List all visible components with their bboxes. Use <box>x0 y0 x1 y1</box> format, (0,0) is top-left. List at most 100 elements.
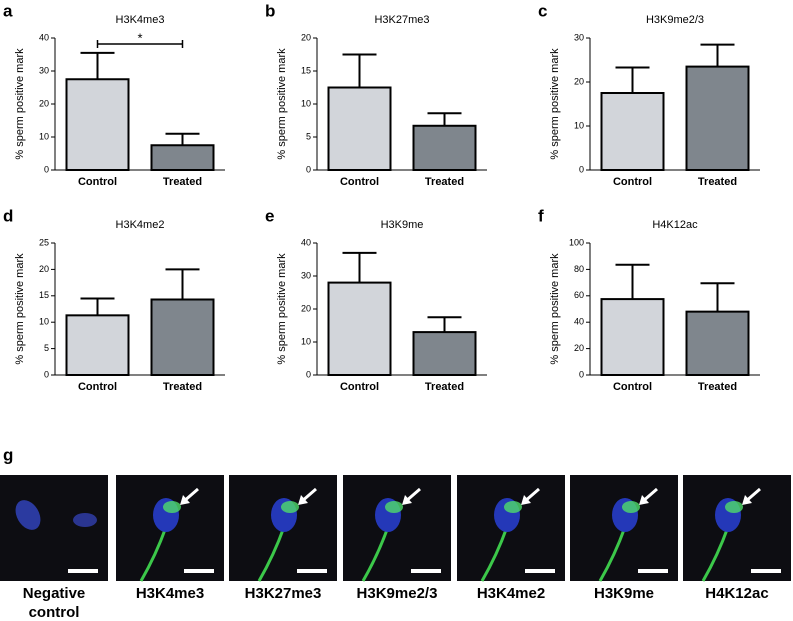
arrow-head <box>639 495 649 505</box>
bar <box>685 310 750 377</box>
y-tick-label: 5 <box>306 131 311 141</box>
bar <box>327 86 392 171</box>
arrow-head <box>402 495 412 505</box>
image-label: H3K27me3 <box>244 585 322 602</box>
y-tick-label: 15 <box>301 65 311 75</box>
y-axis-label: % sperm positive mark <box>276 253 288 365</box>
significance-marker: * <box>137 30 142 45</box>
x-tick-label: Control <box>340 176 379 188</box>
chart-title: H3K9me2/3 <box>646 14 704 26</box>
y-tick-label: 80 <box>574 264 584 274</box>
y-tick-label: 40 <box>301 237 311 247</box>
y-tick-label: 0 <box>306 369 311 379</box>
y-tick-label: 60 <box>574 290 584 300</box>
panel-letter: e <box>265 206 274 225</box>
chart-title: H3K27me3 <box>374 14 429 26</box>
chart-title: H3K4me3 <box>116 14 165 26</box>
y-tick-label: 15 <box>39 290 49 300</box>
scale-bar <box>297 569 327 573</box>
y-tick-label: 40 <box>39 32 49 42</box>
y-tick-label: 0 <box>44 164 49 174</box>
y-tick-label: 100 <box>569 237 584 247</box>
x-tick-label: Treated <box>425 381 464 393</box>
x-tick-label: Treated <box>425 176 464 188</box>
x-tick-label: Treated <box>698 381 737 393</box>
micrograph <box>0 475 108 581</box>
y-tick-label: 25 <box>39 237 49 247</box>
x-tick-label: Control <box>78 381 117 393</box>
y-tick-label: 0 <box>579 164 584 174</box>
y-tick-label: 20 <box>574 76 584 86</box>
signal <box>385 501 403 513</box>
x-tick-label: Control <box>78 176 117 188</box>
micrograph <box>683 475 791 581</box>
scale-bar <box>184 569 214 573</box>
y-tick-label: 0 <box>306 164 311 174</box>
y-tick-label: 5 <box>44 343 49 353</box>
bar <box>150 144 215 171</box>
x-tick-label: Control <box>613 176 652 188</box>
y-tick-label: 30 <box>39 65 49 75</box>
signal <box>281 501 299 513</box>
y-axis-label: % sperm positive mark <box>549 48 561 160</box>
micrograph <box>343 475 451 581</box>
panel-letter: d <box>3 206 13 225</box>
y-tick-label: 0 <box>44 369 49 379</box>
bar <box>412 124 477 171</box>
y-tick-label: 10 <box>301 336 311 346</box>
x-tick-label: Treated <box>163 381 202 393</box>
sperm-head <box>73 513 97 527</box>
chart-title: H3K4me2 <box>116 219 165 231</box>
signal <box>163 501 181 513</box>
scale-bar <box>751 569 781 573</box>
panel-letter: a <box>3 1 13 20</box>
y-tick-label: 40 <box>574 317 584 327</box>
bar <box>327 281 392 377</box>
x-tick-label: Control <box>340 381 379 393</box>
arrow-head <box>180 495 190 505</box>
chart-title: H4K12ac <box>652 219 698 231</box>
y-axis-label: % sperm positive mark <box>14 48 26 160</box>
image-label: H4K12ac <box>705 585 769 602</box>
image-label: H3K4me3 <box>135 585 205 602</box>
arrow-head <box>742 495 752 505</box>
scale-bar <box>411 569 441 573</box>
bar <box>150 298 215 376</box>
panel-letter: b <box>265 1 275 20</box>
y-tick-label: 20 <box>39 264 49 274</box>
y-axis-label: % sperm positive mark <box>276 48 288 160</box>
image-label: H3K9me <box>593 585 655 602</box>
bar <box>65 314 130 376</box>
panel-letter: g <box>3 445 13 464</box>
scale-bar <box>525 569 555 573</box>
y-tick-label: 20 <box>301 32 311 42</box>
x-tick-label: Treated <box>698 176 737 188</box>
y-tick-label: 20 <box>39 98 49 108</box>
arrow-head <box>298 495 308 505</box>
x-tick-label: Treated <box>163 176 202 188</box>
y-tick-label: 0 <box>579 369 584 379</box>
arrow-head <box>521 495 531 505</box>
signal <box>622 501 640 513</box>
y-tick-label: 30 <box>301 270 311 280</box>
image-label: Negative control <box>22 585 86 621</box>
y-axis-label: % sperm positive mark <box>549 253 561 365</box>
image-label: H3K9me2/3 <box>356 585 438 602</box>
bar <box>600 92 665 171</box>
chart-title: H3K9me <box>381 219 424 231</box>
scale-bar <box>68 569 98 573</box>
panel-letter: f <box>538 206 544 225</box>
bar <box>65 78 130 171</box>
y-tick-label: 20 <box>574 343 584 353</box>
y-tick-label: 10 <box>39 317 49 327</box>
y-tick-label: 10 <box>574 120 584 130</box>
bar <box>685 65 750 171</box>
y-tick-label: 10 <box>301 98 311 108</box>
y-axis-label: % sperm positive mark <box>14 253 26 365</box>
panel-letter: c <box>538 1 547 20</box>
signal <box>504 501 522 513</box>
bar <box>412 331 477 377</box>
signal <box>725 501 743 513</box>
